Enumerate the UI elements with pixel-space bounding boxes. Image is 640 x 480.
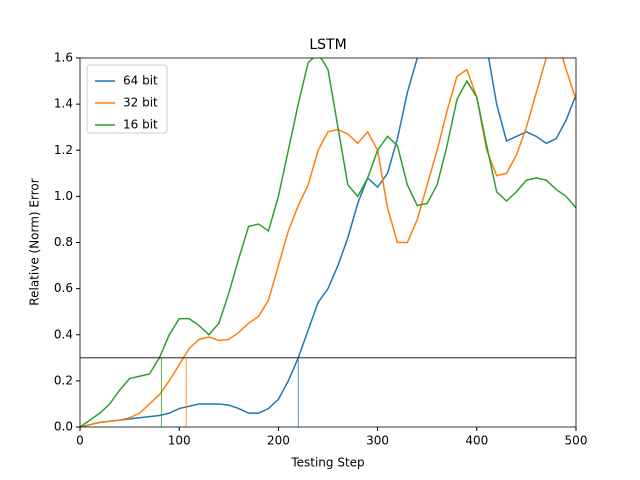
- y-tick-label: 0.6: [54, 281, 73, 295]
- y-tick-label: 1.6: [54, 51, 73, 65]
- legend-label: 64 bit: [123, 74, 158, 88]
- plot-frame: [79, 57, 577, 428]
- y-tick-label: 0.4: [54, 327, 73, 341]
- legend-box: [86, 64, 168, 134]
- x-tick-label: 500: [565, 434, 588, 448]
- y-tick-label: 0.2: [54, 373, 73, 387]
- legend-label: 16 bit: [123, 118, 158, 132]
- x-tick-label: 0: [76, 434, 84, 448]
- series-line: [80, 58, 576, 427]
- y-tick-label: 0.0: [54, 420, 73, 434]
- y-tick-label: 1.4: [54, 97, 73, 111]
- series-line: [80, 58, 576, 427]
- legend-label: 32 bit: [123, 96, 158, 110]
- chart-title: LSTM: [309, 37, 346, 53]
- x-tick-label: 400: [465, 434, 488, 448]
- x-tick-label: 200: [267, 434, 290, 448]
- y-tick-label: 1.0: [54, 189, 73, 203]
- plot-area: [80, 58, 576, 427]
- x-axis-label: Testing Step: [290, 456, 364, 470]
- x-tick-label: 100: [168, 434, 191, 448]
- y-tick-label: 0.8: [54, 235, 73, 249]
- y-axis-label: Relative (Norm) Error: [28, 178, 42, 305]
- y-tick-label: 1.2: [54, 143, 73, 157]
- series-line: [80, 58, 576, 427]
- x-tick-label: 300: [366, 434, 389, 448]
